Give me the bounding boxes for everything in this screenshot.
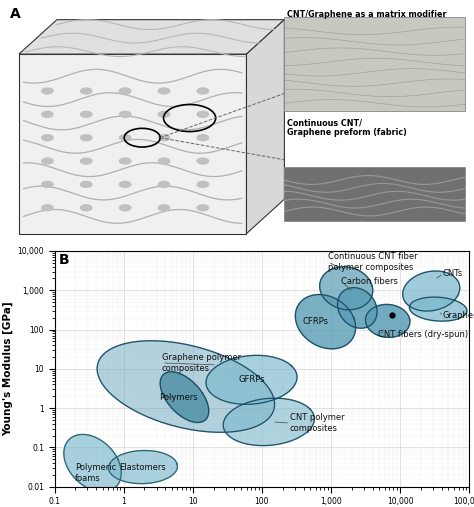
Polygon shape <box>109 451 177 484</box>
Polygon shape <box>160 372 209 422</box>
Circle shape <box>81 205 92 211</box>
Polygon shape <box>223 398 314 446</box>
Polygon shape <box>64 434 121 492</box>
Circle shape <box>119 88 131 94</box>
Circle shape <box>197 112 209 117</box>
Circle shape <box>119 205 131 211</box>
Polygon shape <box>337 287 377 328</box>
Text: Graphenes: Graphenes <box>443 311 474 320</box>
Text: CFRPs: CFRPs <box>303 317 329 326</box>
Text: GFRPs: GFRPs <box>238 375 265 384</box>
Polygon shape <box>246 20 284 234</box>
Circle shape <box>197 205 209 211</box>
Polygon shape <box>97 341 274 432</box>
Polygon shape <box>295 295 356 349</box>
Text: Polymers: Polymers <box>160 392 198 402</box>
Text: Polymeric
foams: Polymeric foams <box>75 463 117 483</box>
Circle shape <box>81 88 92 94</box>
Text: A: A <box>9 8 20 21</box>
Circle shape <box>81 158 92 164</box>
Polygon shape <box>19 20 284 54</box>
Circle shape <box>119 182 131 188</box>
Text: B: B <box>59 254 69 267</box>
Circle shape <box>42 88 53 94</box>
Text: Graphene polymer
composites: Graphene polymer composites <box>162 353 241 373</box>
Circle shape <box>119 135 131 140</box>
Circle shape <box>119 112 131 117</box>
Polygon shape <box>19 54 246 234</box>
Circle shape <box>81 182 92 188</box>
Text: Continuous CNT/
Graphene preform (fabric): Continuous CNT/ Graphene preform (fabric… <box>287 118 407 137</box>
Circle shape <box>158 88 170 94</box>
Circle shape <box>42 182 53 188</box>
FancyBboxPatch shape <box>284 167 465 221</box>
Polygon shape <box>410 297 467 321</box>
FancyBboxPatch shape <box>284 17 465 111</box>
Polygon shape <box>365 304 410 337</box>
Circle shape <box>158 205 170 211</box>
Circle shape <box>158 112 170 117</box>
Circle shape <box>158 158 170 164</box>
Text: CNT polymer
composites: CNT polymer composites <box>290 413 344 433</box>
Y-axis label: Young's Modulus [GPa]: Young's Modulus [GPa] <box>3 302 13 436</box>
Circle shape <box>158 135 170 140</box>
Circle shape <box>119 158 131 164</box>
Circle shape <box>197 182 209 188</box>
Text: Elastomers: Elastomers <box>119 462 166 472</box>
Text: CNTs: CNTs <box>443 269 463 278</box>
Text: CNT/Graphene as a matrix modifier: CNT/Graphene as a matrix modifier <box>287 10 446 19</box>
Circle shape <box>158 182 170 188</box>
Text: Continuous CNT fiber
polymer composites: Continuous CNT fiber polymer composites <box>328 252 417 272</box>
Circle shape <box>42 205 53 211</box>
Circle shape <box>197 158 209 164</box>
Circle shape <box>42 158 53 164</box>
Polygon shape <box>319 267 373 310</box>
Text: CNT fibers (dry-spun): CNT fibers (dry-spun) <box>378 330 468 339</box>
Circle shape <box>42 112 53 117</box>
Circle shape <box>81 112 92 117</box>
Circle shape <box>42 135 53 140</box>
Circle shape <box>197 135 209 140</box>
Circle shape <box>81 135 92 140</box>
Polygon shape <box>206 355 297 405</box>
Circle shape <box>197 88 209 94</box>
Polygon shape <box>403 271 460 311</box>
Text: Carbon fibers: Carbon fibers <box>341 277 398 286</box>
